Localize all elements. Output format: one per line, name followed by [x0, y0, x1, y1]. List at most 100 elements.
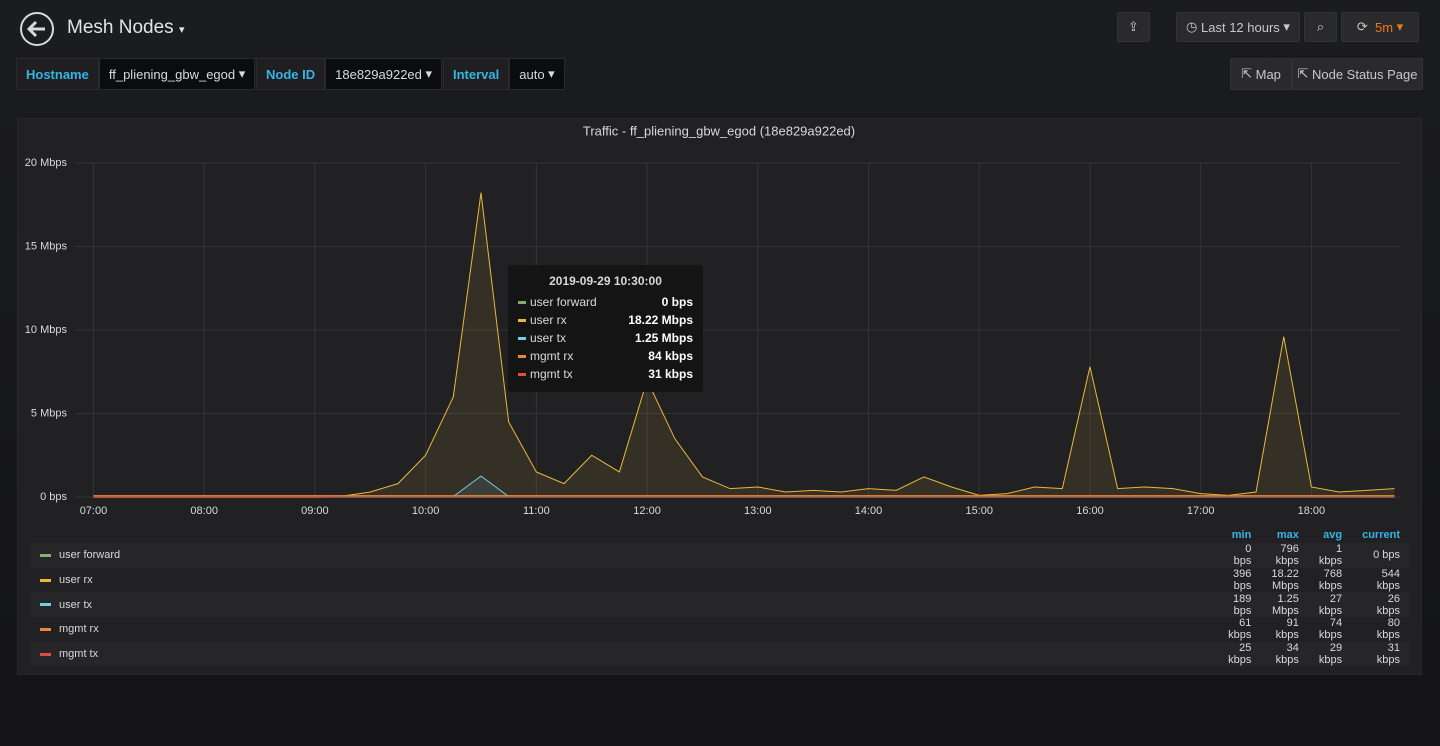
legend-stat: 74 kbps — [1309, 617, 1352, 642]
legend-swatch — [40, 653, 51, 656]
legend-stat: 1.25 Mbps — [1261, 592, 1309, 617]
time-picker[interactable]: ◷ Last 12 hours ▾ — [1176, 12, 1300, 42]
legend-column: current — [1352, 526, 1410, 543]
tooltip-title: 2019-09-29 10:30:00 — [518, 274, 693, 288]
y-tick-label: 0 bps — [40, 491, 67, 503]
dashboard-title[interactable]: Mesh Nodes ▾ — [67, 17, 184, 39]
legend-swatch — [40, 603, 51, 606]
x-tick-label: 09:00 — [301, 505, 329, 517]
legend-name-cell: mgmt rx — [30, 617, 1218, 642]
legend-name: mgmt rx — [59, 623, 99, 635]
x-tick-label: 17:00 — [1187, 505, 1215, 517]
legend-name-cell: user tx — [30, 592, 1218, 617]
tooltip-series: user tx — [518, 331, 566, 345]
legend-name-cell: user forward — [30, 543, 1218, 568]
y-tick-label: 5 Mbps — [31, 407, 68, 419]
variable-value: ff_pliening_gbw_egod — [109, 67, 235, 82]
tooltip-series: mgmt tx — [518, 367, 573, 381]
legend-name: user rx — [59, 574, 93, 586]
legend-row[interactable]: mgmt tx25 kbps34 kbps29 kbps31 kbps — [30, 642, 1410, 667]
link-button[interactable]: ⇱ Map — [1230, 58, 1292, 90]
legend-stat: 544 kbps — [1352, 568, 1410, 593]
legend-stat: 18.22 Mbps — [1261, 568, 1309, 593]
legend-swatch — [518, 337, 526, 340]
link-text: Map — [1256, 67, 1281, 82]
legend-stat: 61 kbps — [1218, 617, 1261, 642]
variable-label: Interval — [443, 58, 509, 90]
legend-column: min — [1218, 526, 1261, 543]
variable[interactable]: Intervalauto ▾ — [443, 58, 565, 90]
legend-name: user forward — [59, 549, 120, 561]
legend-stat: 796 kbps — [1261, 543, 1309, 568]
legend-header: minmaxavgcurrent — [30, 526, 1410, 543]
tooltip-series: mgmt rx — [518, 349, 573, 363]
legend-row[interactable]: user tx189 bps1.25 Mbps27 kbps26 kbps — [30, 592, 1410, 617]
legend-stat: 396 bps — [1218, 568, 1261, 593]
legend-stat: 29 kbps — [1309, 642, 1352, 667]
legend-header-cell — [30, 526, 1218, 543]
legend-stat: 0 bps — [1218, 543, 1261, 568]
legend-name-cell: user rx — [30, 568, 1218, 593]
legend-swatch — [40, 554, 51, 557]
tooltip-series: user forward — [518, 295, 597, 309]
variable[interactable]: Hostnameff_pliening_gbw_egod ▾ — [16, 58, 255, 90]
tooltip-name: user rx — [530, 313, 567, 327]
refresh-interval: 5m — [1375, 20, 1393, 35]
legend-swatch — [518, 301, 526, 304]
series-area — [93, 193, 1394, 497]
variable-value: 18e829a922ed — [335, 67, 422, 82]
variable[interactable]: Node ID18e829a922ed ▾ — [256, 58, 442, 90]
legend-table: minmaxavgcurrent user forward 0 bps796 kbp… — [30, 526, 1410, 666]
tooltip-name: user forward — [530, 295, 597, 309]
x-tick-label: 13:00 — [744, 505, 772, 517]
legend-stat: 189 bps — [1218, 592, 1261, 617]
legend-swatch — [40, 628, 51, 631]
legend-stat: 27 kbps — [1309, 592, 1352, 617]
variable-label: Hostname — [16, 58, 99, 90]
y-tick-label: 10 Mbps — [25, 324, 68, 336]
back-button[interactable] — [19, 11, 55, 47]
legend-stat: 1 kbps — [1309, 543, 1352, 568]
tooltip-row: user forward0 bps — [518, 293, 693, 311]
legend-swatch — [518, 355, 526, 358]
tooltip-value: 31 kbps — [648, 367, 693, 381]
refresh-picker[interactable]: ⟳ 5m ▾ — [1341, 12, 1419, 42]
tooltip-row: mgmt rx84 kbps — [518, 347, 693, 365]
x-tick-label: 12:00 — [633, 505, 661, 517]
x-tick-label: 07:00 — [80, 505, 108, 517]
x-tick-label: 08:00 — [190, 505, 218, 517]
tooltip-row: user rx 18.22 Mbps — [518, 311, 693, 329]
link-text: Node Status Page — [1312, 67, 1418, 82]
tooltip-name: mgmt tx — [530, 367, 573, 381]
x-tick-label: 14:00 — [855, 505, 883, 517]
legend-row[interactable]: mgmt rx61 kbps91 kbps74 kbps80 kbps — [30, 617, 1410, 642]
x-tick-label: 18:00 — [1298, 505, 1326, 517]
title-text: Mesh Nodes — [67, 17, 174, 38]
share-button[interactable]: ⇪ — [1117, 12, 1150, 42]
variable-label: Node ID — [256, 58, 325, 90]
time-range: Last 12 hours — [1201, 20, 1280, 35]
legend-stat: 26 kbps — [1352, 592, 1410, 617]
legend-name: mgmt tx — [59, 648, 98, 660]
zoom-out[interactable]: ⌕ — [1304, 12, 1337, 42]
variable-value: auto — [519, 67, 544, 82]
legend-stat: 80 kbps — [1352, 617, 1410, 642]
x-tick-label: 11:00 — [523, 505, 550, 517]
tooltip-row: user tx 1.25 Mbps — [518, 329, 693, 347]
tooltip-value: 18.22 Mbps — [628, 313, 693, 327]
chart-title[interactable]: Traffic - ff_pliening_gbw_egod (18e829a9… — [583, 123, 855, 138]
legend-stat: 34 kbps — [1261, 642, 1309, 667]
legend-row[interactable]: user rx396 bps18.22 Mbps768 kbps544 kbps — [30, 568, 1410, 593]
legend-stat: 31 kbps — [1352, 642, 1410, 667]
legend-name-cell: mgmt tx — [30, 642, 1218, 667]
tooltip-name: mgmt rx — [530, 349, 573, 363]
y-tick-label: 20 Mbps — [25, 157, 68, 169]
link-button[interactable]: ⇱ Node Status Page — [1292, 58, 1423, 90]
x-tick-label: 10:00 — [412, 505, 440, 517]
legend-row[interactable]: user forward0 bps796 kbps1 kbps0 bps — [30, 543, 1410, 568]
tooltip-name: user tx — [530, 331, 566, 345]
tooltip-value: 1.25 Mbps — [635, 331, 693, 345]
chart: Traffic - ff_pliening_gbw_egod (18e829a9… — [17, 118, 1422, 528]
legend-column: max — [1261, 526, 1309, 543]
